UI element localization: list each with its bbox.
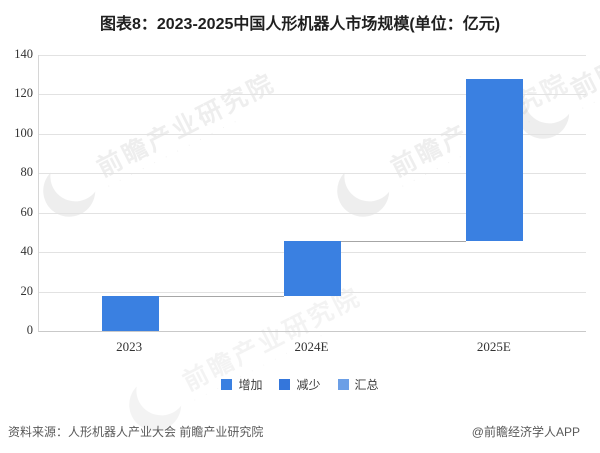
y-tick-label: 120 — [14, 86, 33, 101]
y-tick-label: 140 — [14, 47, 33, 61]
legend-label: 增加 — [238, 377, 263, 392]
x-tick-label: 2025E — [476, 339, 511, 354]
legend-label: 减少 — [296, 377, 321, 392]
x-tick-label: 2024E — [294, 339, 329, 354]
gridline — [39, 133, 586, 135]
gridline — [39, 212, 586, 214]
legend: 增加 减少 汇总 — [0, 376, 600, 392]
waterfall-bar-2023 — [101, 295, 159, 331]
y-tick-label: 60 — [20, 204, 34, 219]
gridline — [39, 94, 586, 96]
chart-title: 图表8：2023-2025中国人形机器人市场规模(单位：亿元) — [99, 16, 501, 33]
legend-swatch-icon — [221, 378, 233, 390]
connector-line — [341, 241, 467, 243]
footer: 资料来源：人形机器人产业大会 前瞻产业研究院 @前瞻经济学人APP — [8, 423, 580, 440]
gridline — [39, 173, 586, 175]
y-tick-label: 100 — [14, 125, 33, 140]
legend-item-增加: 增加 — [221, 376, 262, 393]
gridline — [39, 55, 586, 56]
legend-item-减少: 减少 — [279, 376, 321, 393]
y-tick-label: 40 — [20, 244, 34, 259]
source-text: 资料来源：人形机器人产业大会 前瞻产业研究院 — [8, 425, 264, 439]
waterfall-bar-2025E — [466, 78, 524, 242]
x-tick-label: 2023 — [116, 339, 143, 354]
credit-text: @前瞻经济学人APP — [471, 425, 580, 439]
legend-label: 汇总 — [354, 377, 379, 392]
y-tick-label: 20 — [20, 283, 34, 298]
y-tick-label: 80 — [20, 165, 34, 180]
connector-line — [158, 295, 284, 297]
plot-area — [38, 55, 586, 332]
legend-swatch-icon — [337, 378, 349, 390]
y-tick-label: 0 — [26, 323, 33, 337]
waterfall-bar-2024E — [284, 241, 341, 296]
legend-item-汇总: 汇总 — [337, 376, 379, 393]
legend-swatch-icon — [279, 378, 291, 390]
